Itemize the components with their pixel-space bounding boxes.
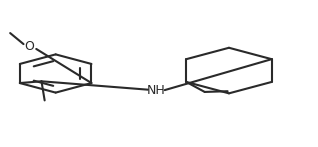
Text: O: O [24,40,34,53]
Text: NH: NH [147,84,165,97]
